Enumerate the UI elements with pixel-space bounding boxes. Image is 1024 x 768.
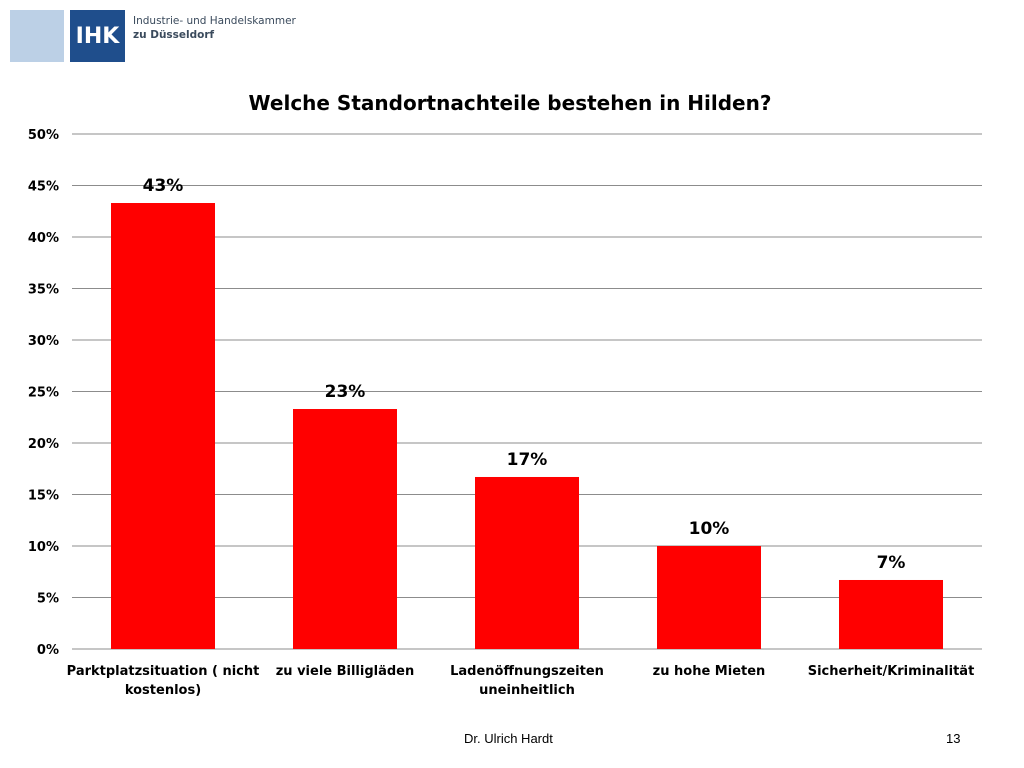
bars (111, 203, 943, 649)
data-labels: 43% 23% 17% 10% 7% (143, 176, 906, 573)
y-tick-label: 50% (28, 128, 59, 143)
logo-mark: IHK (70, 10, 125, 62)
x-tick-label: kostenlos) (125, 683, 201, 698)
x-tick-label: Sicherheit/Kriminalität (808, 664, 975, 679)
y-tick-label: 0% (37, 643, 59, 658)
x-tick-label: zu viele Billigläden (276, 664, 415, 679)
org-name-line1: Industrie- und Handelskammer (133, 15, 296, 27)
bar (657, 546, 761, 649)
x-tick-label: uneinheitlich (479, 683, 575, 698)
y-tick-label: 35% (28, 283, 59, 298)
y-axis-ticks: 0% 5% 10% 15% 20% 25% 30% 35% 40% 45% 50% (28, 128, 59, 658)
y-tick-label: 10% (28, 540, 59, 555)
y-tick-label: 15% (28, 489, 59, 504)
footer-author: Dr. Ulrich Hardt (464, 731, 553, 746)
ihk-logo: IHK Industrie- und Handelskammer zu Düss… (10, 10, 296, 62)
page-number: 13 (946, 731, 961, 746)
x-axis-labels: Parktplatzsituation ( nicht kostenlos) zu … (67, 664, 975, 698)
data-label: 7% (877, 553, 906, 573)
bar (475, 476, 579, 649)
chart-title: Welche Standortnachteile bestehen in Hil… (249, 91, 772, 115)
y-tick-label: 20% (28, 437, 59, 452)
bar-chart: Welche Standortnachteile bestehen in Hil… (28, 91, 982, 698)
data-label: 10% (689, 519, 730, 539)
bar (293, 409, 397, 649)
y-tick-label: 25% (28, 386, 59, 401)
y-tick-label: 30% (28, 334, 59, 349)
data-label: 43% (143, 176, 184, 196)
data-label: 23% (325, 382, 366, 402)
bar (839, 579, 943, 649)
data-label: 17% (507, 450, 548, 470)
y-tick-label: 45% (28, 180, 59, 195)
bar (111, 203, 215, 649)
y-tick-label: 40% (28, 231, 59, 246)
x-tick-label: Ladenöffnungszeiten (450, 664, 604, 679)
y-tick-label: 5% (37, 592, 59, 607)
x-tick-label: zu hohe Mieten (653, 664, 766, 679)
org-name-line2: zu Düsseldorf (133, 29, 215, 41)
x-tick-label: Parktplatzsituation ( nicht (67, 664, 260, 679)
logo-light-block (10, 10, 64, 62)
